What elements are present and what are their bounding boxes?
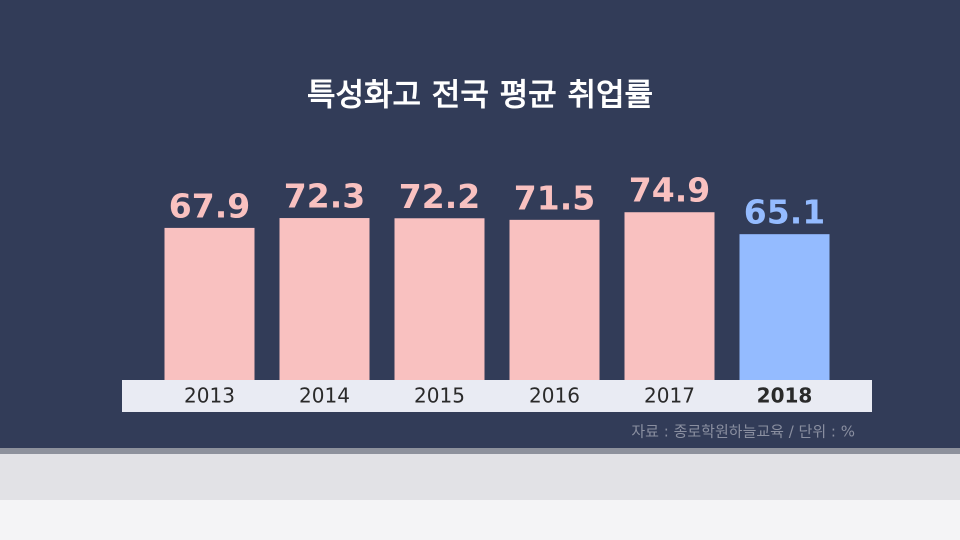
value-label: 74.9 [629,171,710,210]
value-label: 65.1 [744,193,825,232]
x-tick-label: 2013 [184,384,235,408]
bar [739,234,830,380]
x-tick-label: 2014 [299,384,350,408]
bar [394,218,485,380]
divider [0,448,960,454]
bar [624,212,715,380]
source-note: 자료 : 종로학원하늘교육 / 단위 : % [631,423,855,441]
x-tick-label: 2018 [757,384,813,408]
value-label: 72.2 [399,177,480,216]
value-label: 72.3 [284,177,365,216]
value-label: 71.5 [514,178,595,217]
x-tick-label: 2015 [414,384,465,408]
x-tick-label: 2017 [644,384,695,408]
lower-band [0,454,960,500]
value-label: 67.9 [169,186,250,225]
chart-title: 특성화고 전국 평균 취업률 [307,78,653,114]
x-axis-band [122,380,872,412]
bar [279,218,370,380]
bar [509,219,600,380]
bar [164,227,255,380]
x-tick-label: 2016 [529,384,580,408]
